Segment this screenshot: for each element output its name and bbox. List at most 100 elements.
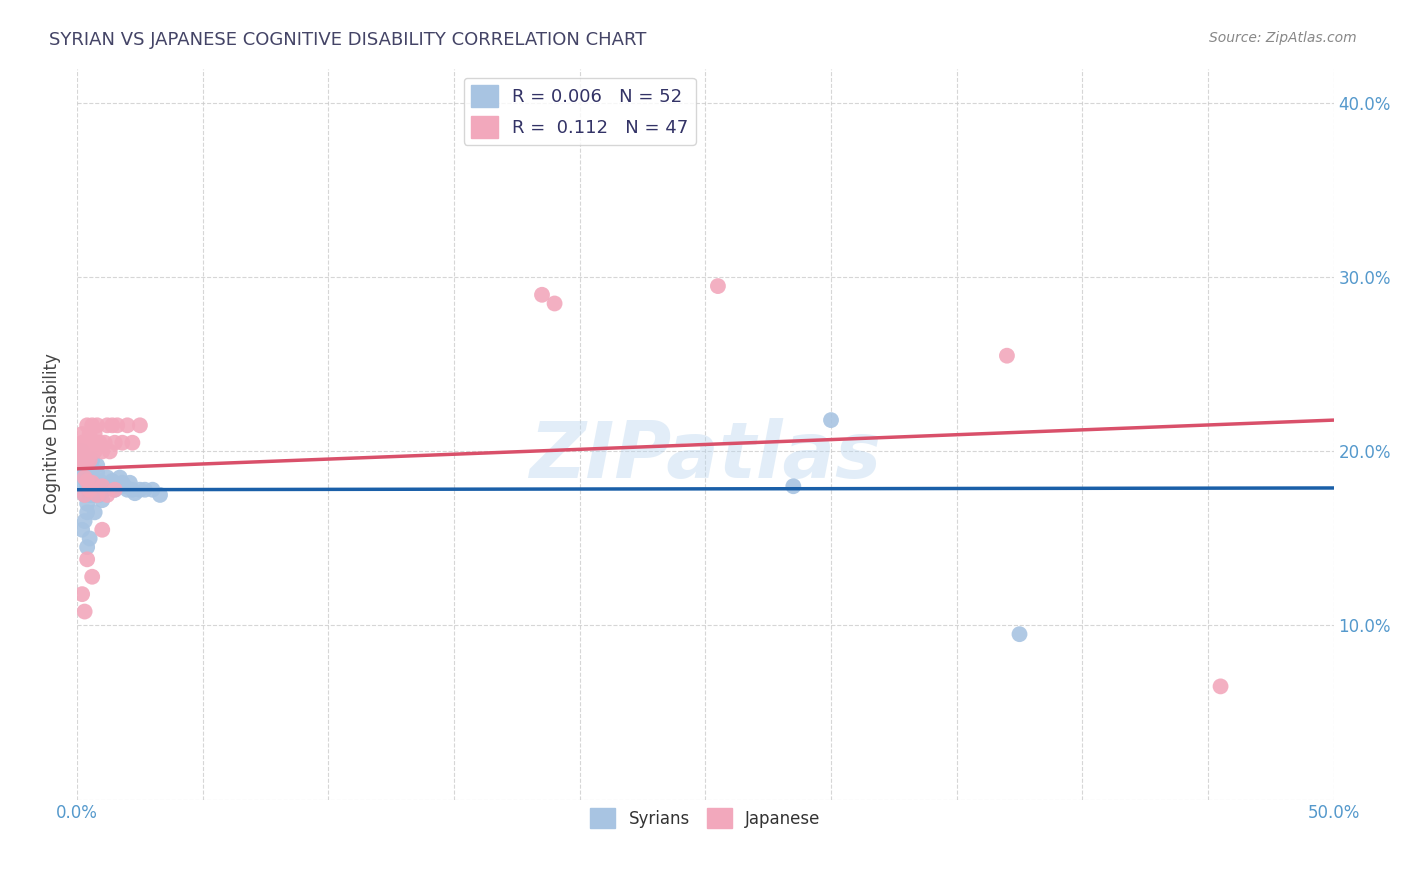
Text: SYRIAN VS JAPANESE COGNITIVE DISABILITY CORRELATION CHART: SYRIAN VS JAPANESE COGNITIVE DISABILITY …	[49, 31, 647, 49]
Point	[79, 488, 101, 502]
Point	[83, 488, 105, 502]
Point	[86, 458, 108, 473]
Point	[98, 444, 121, 458]
Point	[69, 453, 91, 467]
Point	[82, 418, 104, 433]
Point	[1209, 679, 1232, 693]
Point	[70, 470, 93, 484]
Point	[73, 514, 96, 528]
Point	[76, 418, 98, 433]
Point	[82, 453, 104, 467]
Point	[83, 505, 105, 519]
Point	[76, 552, 98, 566]
Point	[79, 444, 101, 458]
Point	[86, 465, 108, 479]
Point	[73, 435, 96, 450]
Point	[93, 435, 115, 450]
Point	[79, 453, 101, 467]
Point	[76, 470, 98, 484]
Point	[543, 296, 565, 310]
Point	[89, 435, 111, 450]
Point	[70, 587, 93, 601]
Legend: Syrians, Japanese: Syrians, Japanese	[583, 801, 827, 835]
Point	[79, 483, 101, 497]
Point	[76, 505, 98, 519]
Point	[91, 493, 114, 508]
Point	[121, 483, 143, 497]
Point	[89, 488, 111, 502]
Point	[141, 483, 163, 497]
Point	[82, 435, 104, 450]
Point	[96, 488, 118, 502]
Point	[73, 453, 96, 467]
Point	[91, 475, 114, 490]
Point	[111, 475, 134, 490]
Point	[91, 479, 114, 493]
Point	[70, 523, 93, 537]
Point	[129, 483, 152, 497]
Point	[70, 435, 93, 450]
Point	[104, 435, 127, 450]
Point	[820, 413, 842, 427]
Point	[73, 470, 96, 484]
Point	[76, 453, 98, 467]
Point	[73, 488, 96, 502]
Point	[782, 479, 804, 493]
Point	[76, 474, 98, 488]
Point	[149, 488, 172, 502]
Point	[70, 444, 93, 458]
Text: ZIPatlas: ZIPatlas	[529, 418, 882, 494]
Point	[91, 523, 114, 537]
Point	[104, 483, 127, 497]
Point	[79, 453, 101, 467]
Point	[134, 483, 156, 497]
Point	[76, 435, 98, 450]
Point	[70, 427, 93, 442]
Point	[108, 470, 131, 484]
Point	[124, 486, 146, 500]
Point	[73, 444, 96, 458]
Point	[98, 479, 121, 493]
Point	[101, 474, 124, 488]
Point	[104, 483, 127, 497]
Point	[96, 470, 118, 484]
Point	[73, 479, 96, 493]
Point	[121, 435, 143, 450]
Point	[118, 475, 141, 490]
Point	[79, 427, 101, 442]
Point	[73, 470, 96, 484]
Point	[69, 444, 91, 458]
Point	[114, 479, 136, 493]
Point	[101, 418, 124, 433]
Point	[82, 570, 104, 584]
Point	[73, 488, 96, 502]
Point	[76, 479, 98, 493]
Point	[83, 427, 105, 442]
Point	[707, 279, 730, 293]
Point	[83, 444, 105, 458]
Point	[117, 483, 139, 497]
Point	[70, 453, 93, 467]
Point	[89, 474, 111, 488]
Point	[76, 497, 98, 511]
Point	[117, 418, 139, 433]
Point	[86, 488, 108, 502]
Point	[93, 483, 115, 497]
Point	[531, 287, 554, 301]
Point	[82, 470, 104, 484]
Point	[86, 435, 108, 450]
Point	[96, 418, 118, 433]
Point	[70, 462, 93, 476]
Point	[111, 435, 134, 450]
Y-axis label: Cognitive Disability: Cognitive Disability	[44, 353, 60, 515]
Point	[129, 418, 152, 433]
Point	[73, 605, 96, 619]
Point	[79, 462, 101, 476]
Text: Source: ZipAtlas.com: Source: ZipAtlas.com	[1209, 31, 1357, 45]
Point	[1008, 627, 1031, 641]
Point	[91, 444, 114, 458]
Point	[76, 540, 98, 554]
Point	[86, 418, 108, 433]
Point	[105, 418, 128, 433]
Point	[82, 488, 104, 502]
